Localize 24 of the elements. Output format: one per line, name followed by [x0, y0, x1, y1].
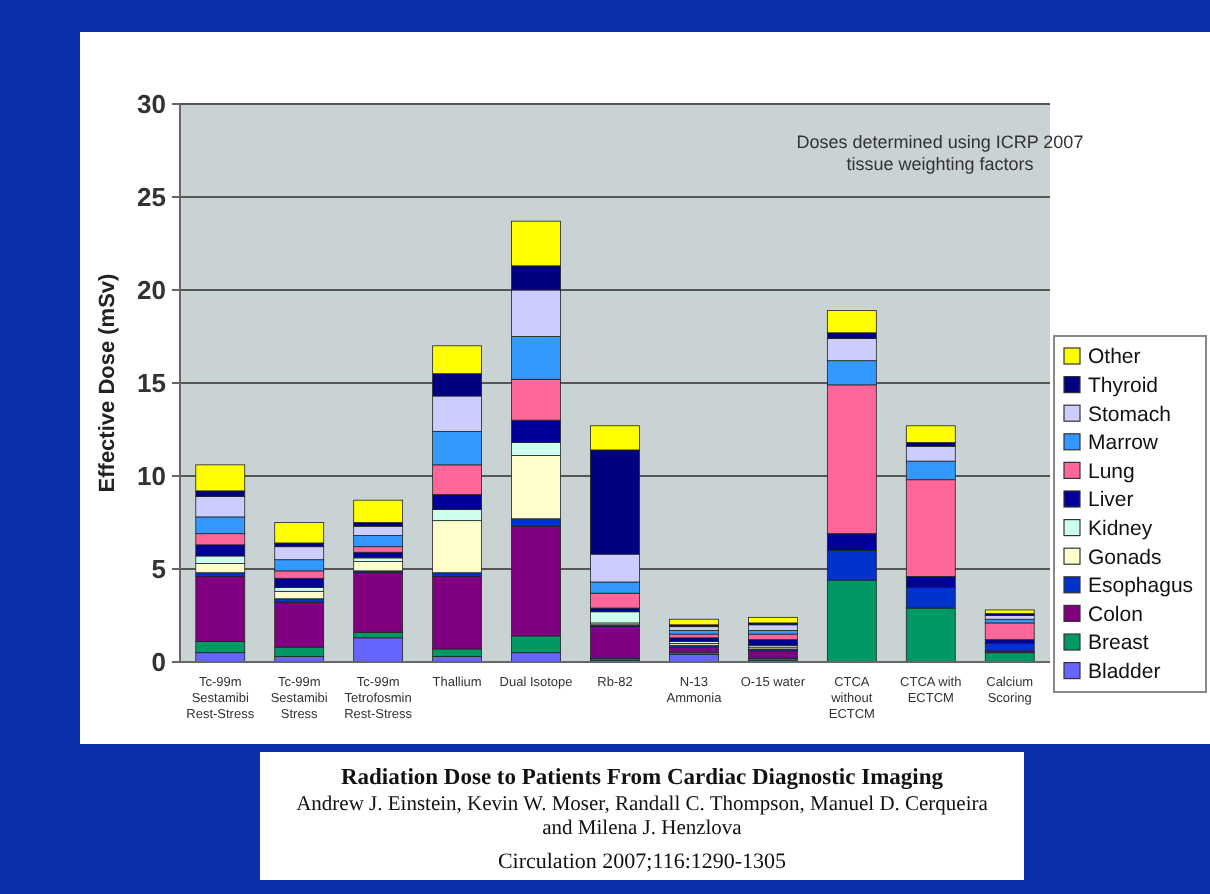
y-tick-label: 5 [151, 554, 166, 585]
y-tick-label: 0 [151, 647, 166, 678]
legend-label: Liver [1088, 488, 1135, 513]
y-tick-label: 30 [137, 89, 166, 120]
annotation: Doses determined using ICRP 2007 tissue weighting factors [796, 132, 1084, 174]
legend-label: Thyroid [1088, 373, 1159, 398]
legend-label: Stomach [1088, 402, 1172, 427]
legend-label: Colon [1088, 602, 1144, 627]
legend-label: Bladder [1088, 659, 1162, 684]
legend-label: Kidney [1088, 516, 1154, 541]
y-tick-label: 15 [137, 368, 166, 399]
text: Circulation 2007;116:1290-1305 [497, 850, 788, 874]
legend-label: Marrow [1088, 431, 1159, 456]
text: Radiation Dose to Patients From Cardiac Diagnostic Imaging [340, 766, 944, 790]
y-axis-title: Effective Dose (mSv) [96, 272, 120, 493]
y-tick-label: 25 [137, 182, 166, 213]
legend-label: Other [1088, 345, 1142, 370]
legend-label: Gonads [1088, 545, 1162, 570]
legend-label: Lung [1088, 459, 1136, 484]
legend-label: Esophagus [1088, 574, 1194, 599]
y-tick-label: 10 [137, 461, 166, 492]
y-tick-label: 20 [137, 275, 166, 306]
legend-label: Breast [1088, 631, 1149, 656]
text: Andrew J. Einstein, Kevin W. Moser, Randall C. Thompson, Manuel D. Cerqueira and Milena J. Henzlova [296, 794, 989, 840]
